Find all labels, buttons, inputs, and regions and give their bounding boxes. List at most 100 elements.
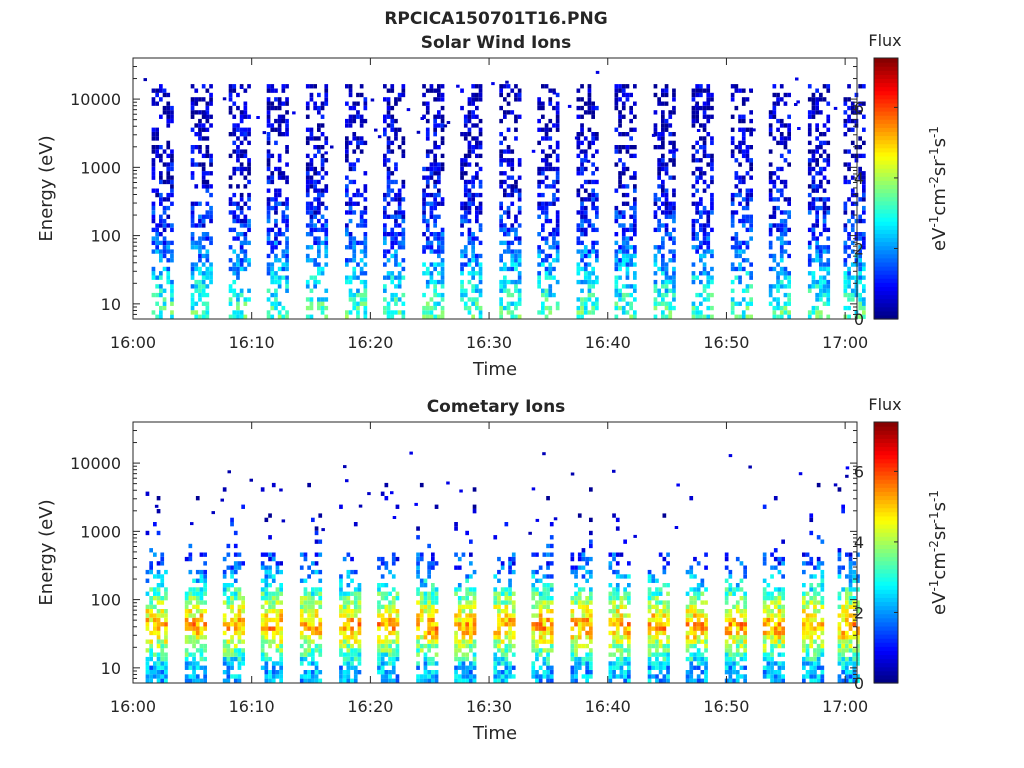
flux-pixel — [843, 110, 848, 115]
flux-pixel — [497, 674, 501, 679]
flux-pixel — [504, 635, 509, 640]
flux-pixel — [577, 565, 582, 570]
flux-pixel — [858, 314, 862, 319]
flux-pixel — [433, 197, 437, 202]
flux-pixel — [463, 179, 468, 185]
flux-pixel — [209, 262, 213, 267]
flux-pixel — [425, 271, 430, 276]
flux-pixel — [275, 569, 280, 575]
flux-pixel — [198, 314, 202, 319]
flux-pixel — [342, 600, 347, 605]
flux-pixel — [583, 179, 588, 185]
flux-pixel — [862, 240, 866, 246]
flux-pixel — [199, 630, 204, 636]
flux-pixel — [627, 583, 631, 588]
flux-pixel — [384, 561, 389, 566]
flux-pixel — [416, 661, 420, 666]
flux-pixel — [201, 127, 206, 132]
flux-pixel — [239, 223, 244, 228]
flux-pixel — [166, 92, 171, 98]
flux-pixel — [198, 249, 202, 254]
flux-pixel — [151, 188, 156, 193]
flux-pixel — [391, 626, 396, 631]
flux-pixel — [309, 288, 314, 293]
flux-pixel — [170, 149, 174, 154]
flux-pixel — [807, 258, 812, 263]
flux-pixel — [156, 643, 161, 649]
flux-pixel — [274, 271, 278, 276]
flux-pixel — [691, 223, 696, 228]
flux-pixel — [672, 205, 676, 211]
flux-pixel — [433, 123, 437, 128]
flux-pixel — [243, 240, 248, 246]
flux-pixel — [517, 314, 522, 319]
flux-pixel — [348, 232, 353, 237]
flux-pixel — [440, 292, 445, 298]
flux-pixel — [320, 240, 325, 246]
flux-pixel — [478, 292, 483, 298]
flux-pixel — [623, 613, 627, 618]
flux-pixel — [772, 171, 777, 176]
flux-pixel — [313, 258, 317, 263]
flux-pixel — [188, 665, 193, 670]
flux-pixel — [651, 596, 656, 601]
flux-pixel — [574, 596, 578, 601]
flux-pixel — [274, 223, 278, 228]
flux-pixel — [233, 561, 238, 566]
flux-pixel — [738, 245, 742, 250]
flux-pixel — [625, 262, 630, 267]
flux-pixel — [514, 218, 518, 224]
flux-pixel — [768, 132, 773, 137]
flux-pixel — [345, 158, 349, 163]
flux-pixel — [629, 236, 633, 241]
flux-pixel — [672, 188, 676, 193]
flux-pixel — [706, 245, 711, 250]
flux-pixel — [285, 284, 289, 289]
flux-pixel — [506, 192, 511, 198]
flux-pixel — [621, 132, 626, 137]
flux-pixel — [247, 227, 251, 233]
flux-pixel — [170, 240, 174, 246]
flux-pixel — [847, 162, 851, 167]
flux-pixel — [440, 305, 445, 311]
flux-pixel — [475, 218, 479, 224]
colorbar-frame — [873, 57, 899, 320]
flux-pixel — [437, 179, 441, 185]
flux-pixel — [583, 245, 588, 250]
flux-pixel — [664, 205, 669, 211]
flux-pixel — [422, 218, 426, 224]
flux-pixel — [811, 184, 816, 189]
flux-pixel — [497, 656, 501, 662]
flux-pixel — [268, 670, 272, 675]
flux-pixel — [555, 101, 560, 106]
flux-pixel — [270, 175, 275, 180]
flux-pixel — [615, 609, 620, 614]
flux-pixel — [205, 179, 210, 185]
flux-pixel — [862, 175, 866, 180]
flux-pixel — [160, 596, 165, 601]
flux-pixel — [493, 665, 498, 670]
flux-pixel — [457, 665, 462, 670]
flux-pixel — [787, 297, 791, 302]
flux-pixel — [359, 192, 364, 198]
flux-pixel — [710, 179, 714, 185]
flux-pixel — [203, 578, 207, 583]
flux-pixel — [233, 543, 238, 549]
flux-pixel — [586, 159, 591, 163]
flux-pixel — [583, 158, 588, 163]
flux-pixel — [627, 643, 631, 649]
flux-pixel — [612, 613, 616, 618]
flux-pixel — [454, 639, 458, 644]
flux-pixel — [549, 552, 554, 557]
flux-pixel — [237, 661, 242, 666]
flux-pixel — [309, 218, 314, 224]
flux-pixel — [647, 652, 652, 657]
flux-pixel — [388, 591, 392, 596]
flux-pixel — [384, 591, 389, 596]
flux-pixel — [508, 643, 512, 649]
flux-pixel — [153, 604, 157, 610]
flux-pixel — [285, 205, 289, 211]
flux-pixel — [510, 301, 515, 306]
flux-pixel — [710, 210, 714, 215]
flux-pixel — [664, 192, 669, 198]
